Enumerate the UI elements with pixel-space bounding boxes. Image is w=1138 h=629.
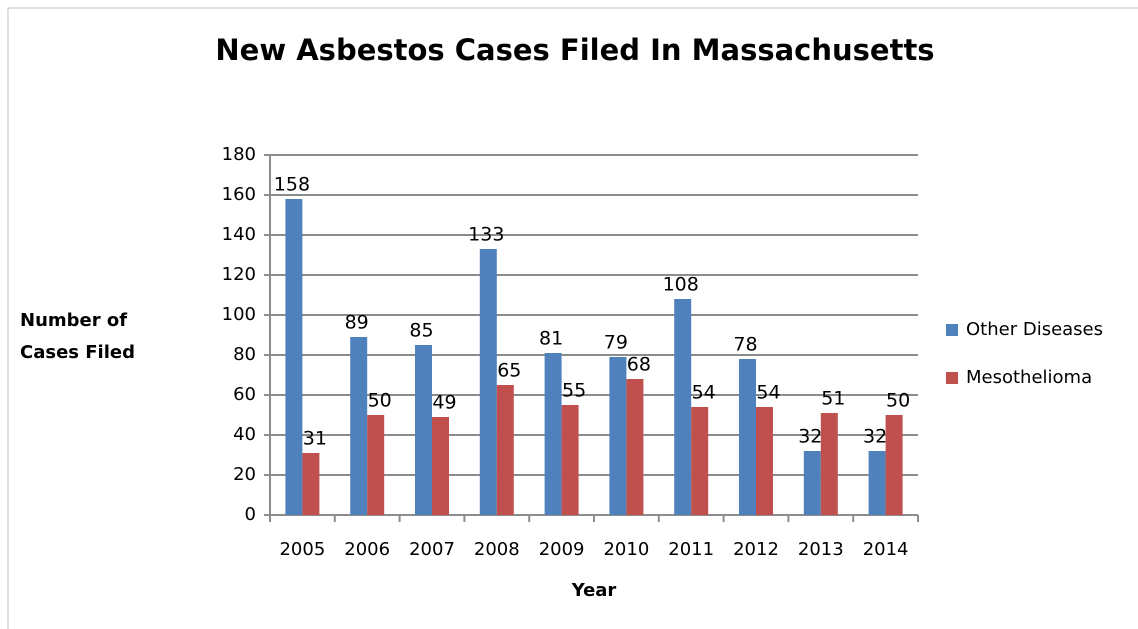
- bar: [544, 353, 562, 515]
- data-label: 32: [798, 426, 822, 448]
- data-label: 89: [345, 312, 369, 334]
- data-label: 50: [368, 390, 392, 412]
- bar: [561, 405, 579, 515]
- data-label: 51: [821, 388, 845, 410]
- y-tick-label: 160: [222, 184, 256, 205]
- data-label: 31: [303, 428, 327, 450]
- data-label: 85: [409, 320, 433, 342]
- x-tick-label: 2014: [863, 539, 909, 560]
- x-tick-label: 2012: [733, 539, 779, 560]
- data-label: 78: [733, 334, 757, 356]
- bar: [479, 249, 497, 515]
- bar: [432, 417, 449, 515]
- bar: [868, 451, 886, 515]
- y-tick-label: 0: [245, 504, 256, 525]
- bar: [367, 415, 385, 515]
- data-label: 133: [468, 224, 504, 246]
- bar: [285, 199, 303, 515]
- y-tick-label: 180: [222, 144, 256, 165]
- data-label: 108: [663, 274, 699, 296]
- y-axis-label: Number of Cases Filed: [20, 310, 135, 363]
- data-label: 55: [562, 380, 586, 402]
- y-tick-label: 40: [233, 424, 256, 445]
- bar: [302, 453, 320, 515]
- bar: [626, 379, 644, 515]
- bar: [350, 337, 368, 515]
- data-label: 81: [539, 328, 563, 350]
- x-tick-label: 2005: [279, 539, 325, 560]
- data-label: 32: [863, 426, 887, 448]
- x-tick-label: 2011: [668, 539, 714, 560]
- y-tick-label: 120: [222, 264, 256, 285]
- y-tick-label: 20: [233, 464, 256, 485]
- bar: [885, 415, 903, 515]
- legend-swatch: [946, 372, 958, 384]
- bar: [739, 359, 756, 515]
- bar: [803, 451, 821, 515]
- bar: [674, 299, 692, 515]
- bar: [609, 357, 627, 515]
- x-tick-label: 2006: [344, 539, 390, 560]
- data-label: 50: [886, 390, 910, 412]
- y-tick-label: 100: [222, 304, 256, 325]
- data-label: 158: [274, 174, 310, 196]
- x-tick-label: 2007: [409, 539, 455, 560]
- legend-label: Other Diseases: [966, 319, 1103, 340]
- bar: [496, 385, 514, 515]
- data-label: 54: [692, 382, 716, 404]
- legend-label: Mesothelioma: [966, 367, 1092, 388]
- frame: [7, 7, 1138, 629]
- bar: [415, 345, 432, 515]
- bar: [820, 413, 838, 515]
- data-label: 68: [627, 354, 651, 376]
- y-tick-label: 140: [222, 224, 256, 245]
- x-tick-label: 2009: [539, 539, 585, 560]
- y-tick-label: 60: [233, 384, 256, 405]
- data-label: 49: [432, 392, 456, 414]
- legend-swatch: [946, 324, 958, 336]
- data-label: 79: [604, 332, 628, 354]
- x-tick-label: 2008: [474, 539, 520, 560]
- chart-title: New Asbestos Cases Filed In Massachusett…: [215, 33, 934, 67]
- x-tick-label: 2010: [603, 539, 649, 560]
- y-tick-label: 80: [233, 344, 256, 365]
- x-axis-label: Year: [571, 580, 617, 601]
- bar: [756, 407, 773, 515]
- x-tick-label: 2013: [798, 539, 844, 560]
- bar: [691, 407, 709, 515]
- data-label: 65: [497, 360, 521, 382]
- data-label: 54: [756, 382, 780, 404]
